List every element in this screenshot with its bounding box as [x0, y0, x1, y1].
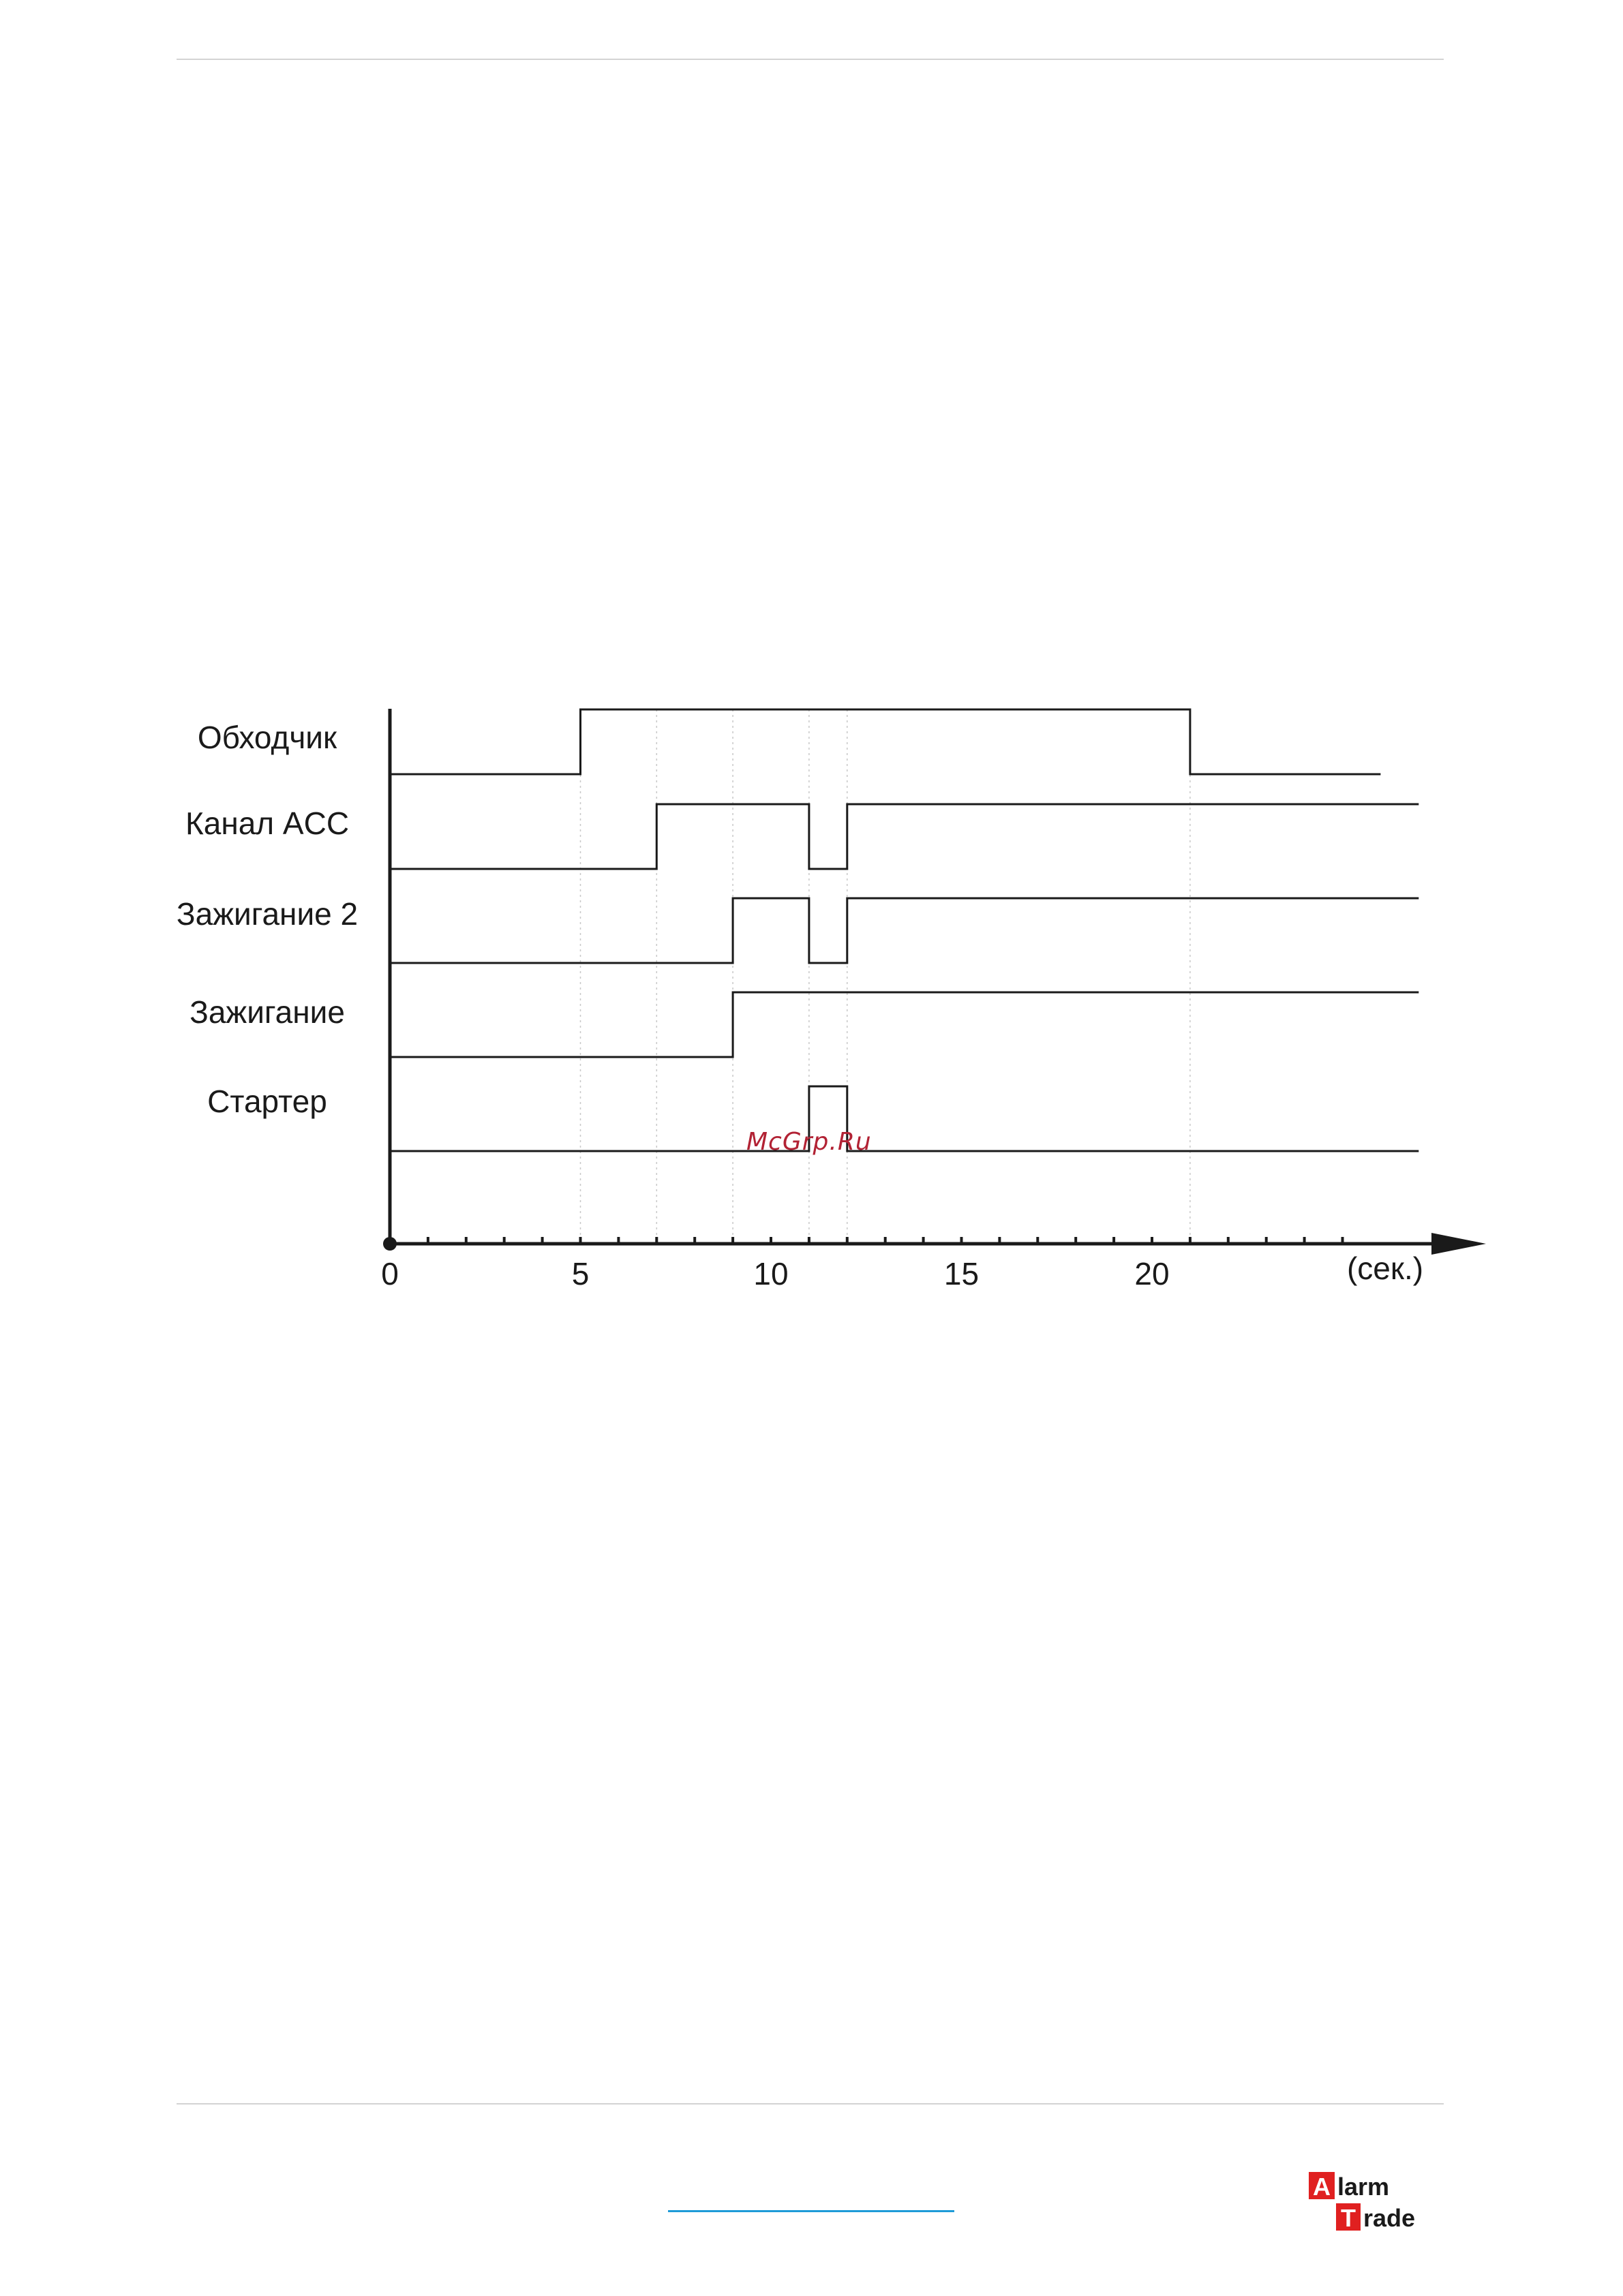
logo-word2-rest: rade — [1363, 2204, 1415, 2232]
signal-trace — [390, 708, 1381, 776]
x-tick-label: 0 — [381, 1256, 399, 1291]
signal-label: Стартер — [207, 1084, 327, 1119]
signal-label: Канал ACC — [185, 806, 349, 841]
signal-trace — [390, 1085, 1419, 1152]
x-axis-unit-label: (сек.) — [1347, 1251, 1423, 1286]
signal-label: Зажигание — [189, 994, 345, 1030]
signal-trace — [390, 897, 1419, 964]
signal-trace — [390, 803, 1419, 870]
x-tick-label: 20 — [1134, 1256, 1169, 1291]
footer-divider — [177, 2103, 1444, 2104]
logo-t-box — [1336, 2203, 1361, 2231]
alarm-trade-logo: A larm T rade — [1309, 2172, 1415, 2232]
logo-t-letter: T — [1341, 2204, 1356, 2232]
x-axis-arrowhead — [1431, 1233, 1486, 1255]
logo-a-letter: A — [1313, 2173, 1331, 2201]
x-tick-label: 10 — [753, 1256, 788, 1291]
footer-link-underline[interactable] — [668, 2210, 954, 2212]
x-tick-label: 15 — [944, 1256, 979, 1291]
axis-origin-dot — [383, 1237, 397, 1251]
x-tick-label: 5 — [572, 1256, 590, 1291]
logo-a-box — [1309, 2172, 1335, 2199]
logo-word1-rest: larm — [1337, 2173, 1389, 2201]
signal-label: Обходчик — [198, 720, 337, 755]
header-divider — [177, 59, 1444, 60]
signal-trace — [390, 991, 1419, 1058]
watermark-text: McGrp.Ru — [746, 1128, 872, 1156]
signal-label: Зажигание 2 — [177, 896, 358, 932]
